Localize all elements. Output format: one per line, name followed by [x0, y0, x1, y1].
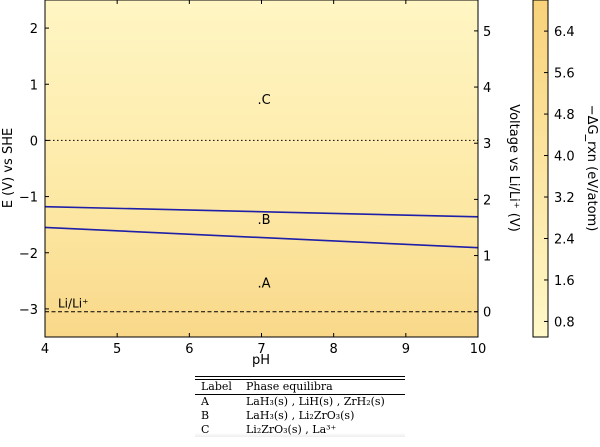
- table-row: C Li₂ZrO₃(s) , La³⁺: [195, 423, 405, 437]
- colorbar-label: −ΔG_rxn (eV/atom): [584, 105, 599, 232]
- table-cell-phases: Li₂ZrO₃(s) , La³⁺: [246, 423, 337, 436]
- table-row: B LaH₃(s) , Li₂ZrO₃(s): [195, 409, 405, 423]
- region-label-c: .C: [258, 93, 271, 108]
- table-cell-label: A: [201, 395, 209, 408]
- table-cell-label: C: [201, 423, 210, 436]
- x-axis-label: pH: [252, 353, 270, 368]
- y-tick-label-left: −1: [19, 191, 38, 206]
- y-tick-label-left: −2: [19, 247, 38, 262]
- colorbar-tick-label: 3.2: [554, 191, 575, 206]
- x-tick-label: 4: [41, 342, 49, 357]
- colorbar-tick-label: 1.6: [554, 274, 575, 289]
- region-label-b: .B: [258, 213, 271, 228]
- y-tick-label-right: 4: [483, 81, 491, 96]
- table-rule-top: [195, 376, 405, 380]
- region-label-a: .A: [258, 277, 271, 292]
- x-tick-label: 7: [257, 342, 265, 357]
- table-header-row: Label Phase equilibra: [195, 380, 405, 394]
- plot-area: [45, 0, 478, 337]
- x-tick-label: 10: [470, 342, 487, 357]
- y-axis-label-left: E (V) vs SHE: [1, 128, 16, 208]
- table-cell-label: B: [201, 409, 210, 422]
- x-tick-label: 5: [113, 342, 121, 357]
- table-header-label: Label: [201, 380, 232, 393]
- y-tick-label-right: 0: [483, 306, 491, 321]
- colorbar-tick-label: 5.6: [554, 67, 575, 82]
- y-tick-label-right: 1: [483, 250, 491, 265]
- phase-legend-table: Label Phase equilibra A LaH₃(s) , LiH(s)…: [195, 376, 405, 437]
- y-tick-label-left: 2: [30, 22, 38, 37]
- colorbar: [532, 0, 549, 338]
- phase-boundary-line: [44, 226, 479, 249]
- reference-line-label: Li/Li⁺: [58, 297, 88, 311]
- y-tick-label-right: 5: [483, 25, 491, 40]
- y-tick-label-left: 0: [30, 134, 38, 149]
- colorbar-tick-label: 4.8: [554, 108, 575, 123]
- colorbar-tick-label: 2.4: [554, 232, 575, 247]
- y-tick-label-left: 1: [30, 78, 38, 93]
- colorbar-tick-label: 0.8: [554, 315, 575, 330]
- table-row: A LaH₃(s) , LiH(s) , ZrH₂(s): [195, 395, 405, 409]
- phase-boundary-line: [44, 205, 479, 218]
- x-tick-label: 6: [185, 342, 193, 357]
- table-cell-phases: LaH₃(s) , Li₂ZrO₃(s): [246, 409, 355, 422]
- table-rule-mid: [195, 394, 405, 395]
- table-header-phases: Phase equilibra: [246, 380, 333, 393]
- table-cell-phases: LaH₃(s) , LiH(s) , ZrH₂(s): [246, 395, 385, 408]
- y-axis-label-right: Voltage vs Li/Li⁺ (V): [506, 104, 521, 232]
- x-tick-label: 9: [402, 342, 410, 357]
- colorbar-tick-label: 6.4: [554, 25, 575, 40]
- y-tick-label-right: 3: [483, 137, 491, 152]
- y-tick-label-right: 2: [483, 193, 491, 208]
- colorbar-tick-label: 4.0: [554, 150, 575, 165]
- y-tick-label-left: −3: [19, 303, 38, 318]
- x-tick-label: 8: [330, 342, 338, 357]
